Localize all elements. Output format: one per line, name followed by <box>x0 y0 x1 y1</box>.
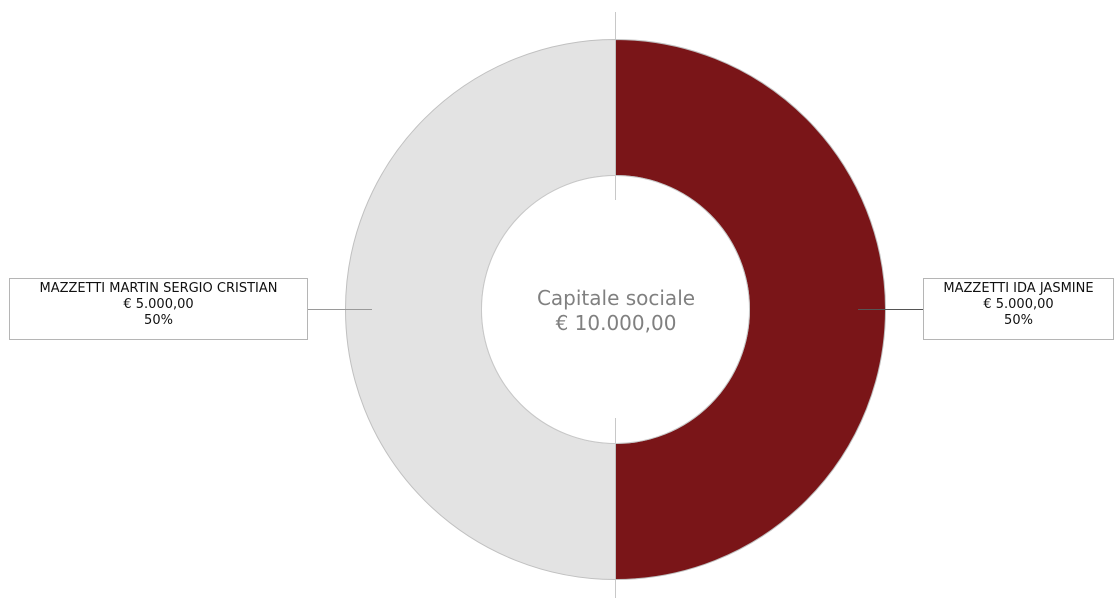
slice-label-percent: 50% <box>1004 313 1033 328</box>
slice-label-name: MAZZETTI IDA JASMINE <box>943 281 1094 296</box>
slice-label-name: MAZZETTI MARTIN SERGIO CRISTIAN <box>39 281 278 296</box>
slice-label-martin: MAZZETTI MARTIN SERGIO CRISTIAN € 5.000,… <box>9 278 308 340</box>
donut-slices <box>345 38 886 581</box>
slice-label-amount: € 5.000,00 <box>983 297 1054 312</box>
center-total-value: € 10.000,00 <box>555 311 677 335</box>
slice-label-ida: MAZZETTI IDA JASMINE € 5.000,00 50% <box>923 278 1114 340</box>
slice-label-amount: € 5.000,00 <box>123 297 194 312</box>
center-title: Capitale sociale <box>536 286 696 310</box>
slice-label-percent: 50% <box>144 313 173 328</box>
